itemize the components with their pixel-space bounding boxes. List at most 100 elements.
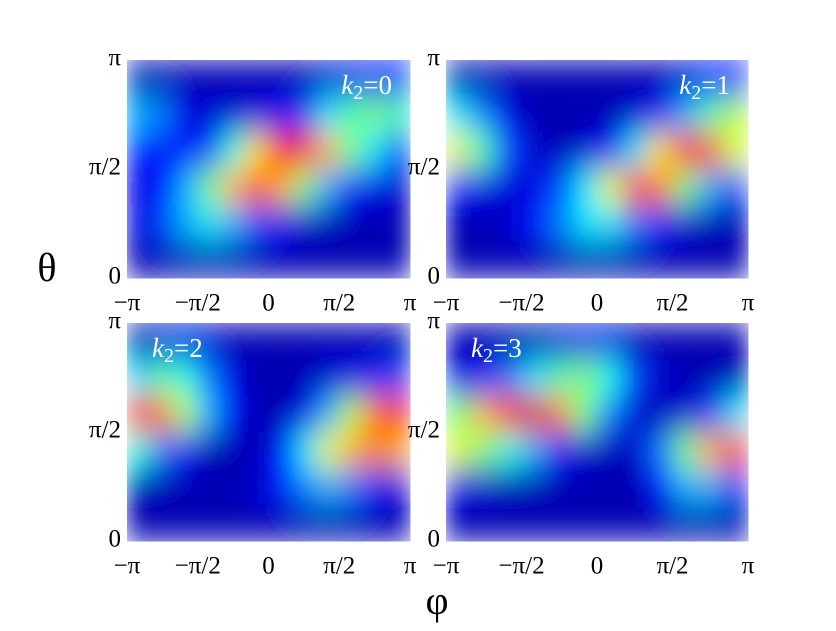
heatmap-cell: [446, 468, 472, 506]
y-tick-label: π: [108, 45, 121, 72]
heatmap-cell: [571, 96, 598, 134]
heatmap-cell: [315, 468, 340, 506]
heatmap-cell: [197, 323, 222, 360]
heatmap-cell: [315, 241, 340, 279]
heatmap: [446, 323, 749, 542]
heatmap-cell: [471, 205, 497, 243]
heatmap-cell: [197, 468, 222, 506]
heatmap-cell: [221, 359, 246, 397]
heatmap-cell: [268, 96, 293, 134]
heatmap-cell: [672, 96, 699, 134]
heatmap-cell: [127, 432, 152, 469]
heatmap-cell: [386, 395, 411, 433]
heatmap-cell: [292, 205, 317, 243]
heatmap-cell: [521, 132, 548, 170]
heatmap-cell: [622, 432, 648, 469]
annotation-variable: k: [679, 70, 692, 100]
x-tick-label: −π: [433, 290, 460, 317]
annotation-subscript: 2: [691, 82, 701, 104]
heatmap-cell: [221, 132, 246, 170]
heatmap-cell: [496, 395, 522, 433]
heatmap-cell: [174, 205, 199, 243]
annotation: k2=3: [471, 333, 522, 366]
heatmap-cell: [672, 395, 699, 433]
heatmap-cell: [672, 241, 699, 279]
heatmap-cell: [268, 468, 293, 506]
heatmap-cell: [647, 60, 673, 97]
heatmap-cell: [697, 60, 724, 97]
heatmap-cell: [315, 432, 340, 469]
heatmap-cell: [521, 169, 548, 206]
heatmap-cell: [315, 60, 340, 97]
heatmap-cell: [362, 395, 387, 433]
heatmap-cell: [546, 96, 573, 134]
heatmap-cell: [571, 205, 598, 243]
heatmap-cell: [622, 96, 648, 134]
heatmap-cell: [221, 96, 246, 134]
heatmap-cell: [446, 432, 472, 469]
heatmap-cell: [571, 60, 598, 97]
heatmap-cell: [127, 359, 152, 397]
heatmap-cell: [546, 432, 573, 469]
heatmap-cell: [268, 504, 293, 542]
heatmap-cell: [597, 96, 623, 134]
heatmap-cell: [672, 169, 699, 206]
annotation-subscript: 2: [483, 345, 493, 367]
heatmap-cell: [244, 205, 269, 243]
heatmap-cell: [647, 468, 673, 506]
heatmap-cell: [571, 395, 598, 433]
heatmap-cell: [197, 395, 222, 433]
annotation: k2=0: [341, 70, 392, 103]
heatmap-cell: [315, 96, 340, 134]
heatmap-cell: [471, 468, 497, 506]
heatmap-cell: [446, 205, 472, 243]
annotation-value: =3: [493, 333, 522, 363]
heatmap-cell: [546, 504, 573, 542]
heatmap-cell: [722, 359, 749, 397]
heatmap-cell: [150, 60, 175, 97]
x-tick-label: π: [404, 553, 417, 580]
heatmap-cell: [197, 359, 222, 397]
heatmap-cell: [697, 432, 724, 469]
heatmap-cell: [174, 132, 199, 170]
heatmap-cell: [197, 96, 222, 134]
heatmap-cell: [150, 323, 175, 360]
heatmap-cell: [471, 395, 497, 433]
x-tick-label: −π: [433, 553, 460, 580]
heatmap-cell: [571, 432, 598, 469]
heatmap-cell: [292, 132, 317, 170]
heatmap-cell: [722, 432, 749, 469]
heatmap-cell: [244, 169, 269, 206]
heatmap-cell: [446, 241, 472, 279]
heatmap-cell: [471, 432, 497, 469]
heatmap-cell: [292, 395, 317, 433]
heatmap-cell: [127, 323, 152, 360]
heatmap-cell: [315, 205, 340, 243]
heatmap-cell: [150, 395, 175, 433]
heatmap-cell: [622, 205, 648, 243]
heatmap-cell: [174, 504, 199, 542]
heatmap-cell: [597, 323, 623, 360]
heatmap-cell: [362, 169, 387, 206]
heatmap-cell: [362, 241, 387, 279]
heatmap-cell: [221, 205, 246, 243]
heatmap-cell: [150, 468, 175, 506]
heatmap-cell: [571, 132, 598, 170]
y-tick-label: π/2: [89, 154, 121, 181]
heatmap-cell: [292, 468, 317, 506]
heatmap-cell: [362, 432, 387, 469]
heatmap-cell: [339, 395, 364, 433]
heatmap-cell: [597, 468, 623, 506]
heatmap-cell: [622, 468, 648, 506]
heatmap-cell: [496, 323, 522, 360]
heatmap-cell: [672, 323, 699, 360]
heatmap-cell: [221, 504, 246, 542]
heatmap-cell: [150, 96, 175, 134]
heatmap-cell: [647, 432, 673, 469]
heatmap-cell: [339, 96, 364, 134]
annotation-variable: k: [152, 333, 165, 363]
heatmap-cell: [362, 323, 387, 360]
heatmap-cell: [174, 241, 199, 279]
heatmap-cell: [339, 323, 364, 360]
heatmap-cell: [339, 432, 364, 469]
